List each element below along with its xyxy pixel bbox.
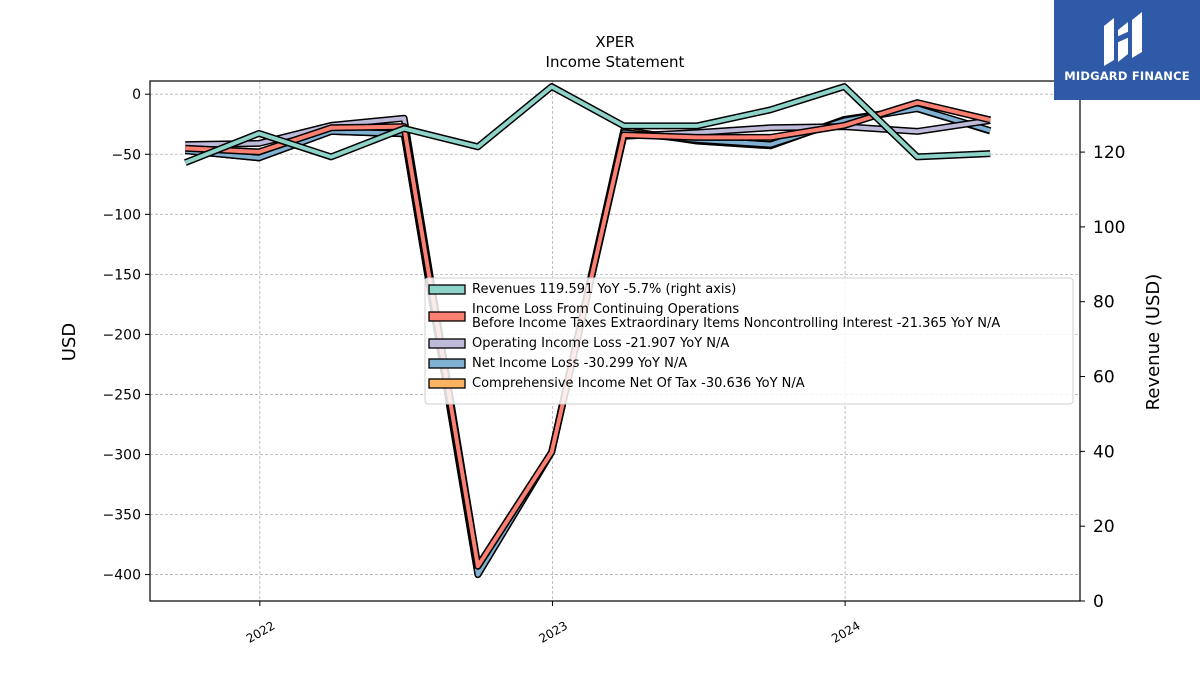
legend-box	[424, 277, 1074, 405]
y-right-tick-label: 100	[1093, 218, 1125, 238]
x-tick-label: 2022	[244, 618, 277, 645]
legend-label: Comprehensive Income Net Of Tax -30.636 …	[472, 376, 805, 391]
legend-swatch	[428, 284, 466, 295]
legend-label: Revenues 119.591 YoY -5.7% (right axis)	[472, 282, 736, 297]
y-right-tick-label: 80	[1093, 293, 1115, 313]
y-axis-right-label: Revenue (USD)	[1143, 274, 1164, 411]
midgard-logo-icon	[1104, 12, 1142, 66]
legend-swatch	[428, 378, 466, 389]
series-outline	[184, 83, 991, 166]
x-tick-label: 2024	[829, 618, 862, 645]
y-tick-label: −350	[103, 508, 141, 524]
legend-label: Income Loss From Continuing Operations	[472, 302, 739, 317]
x-tick-label: 2023	[537, 618, 570, 645]
y-axis-label: USD	[59, 323, 80, 361]
y-right-tick-label: 40	[1093, 442, 1115, 462]
brand-logo: MIDGARD FINANCE	[1054, 0, 1200, 100]
brand-name: MIDGARD FINANCE	[1064, 69, 1190, 83]
y-tick-label: −50	[111, 147, 141, 163]
y-right-tick-label: 60	[1093, 368, 1115, 388]
y-tick-label: 0	[132, 87, 141, 103]
y-right-tick-label: 0	[1093, 592, 1104, 612]
y-tick-label: −400	[103, 568, 141, 584]
y-right-tick-label: 20	[1093, 517, 1115, 537]
legend-swatch	[428, 358, 466, 369]
y-tick-label: −100	[103, 207, 141, 223]
legend-swatch	[428, 311, 466, 322]
y-tick-label: −250	[103, 387, 141, 403]
y-tick-label: −150	[103, 267, 141, 283]
y-right-tick-label: 120	[1093, 143, 1125, 163]
plot-frame	[149, 80, 1081, 602]
legend-label: Net Income Loss -30.299 YoY N/A	[472, 356, 687, 371]
legend-swatch	[428, 338, 466, 349]
legend-label: Operating Income Loss -21.907 YoY N/A	[472, 336, 729, 351]
chart-subtitle: Income Statement	[546, 53, 685, 71]
series-line	[184, 84, 991, 165]
y-tick-label: −300	[103, 447, 141, 463]
legend-label: Before Income Taxes Extraordinary Items …	[472, 316, 1000, 331]
chart-title: XPER	[595, 33, 634, 51]
y-tick-label: −200	[103, 327, 141, 343]
